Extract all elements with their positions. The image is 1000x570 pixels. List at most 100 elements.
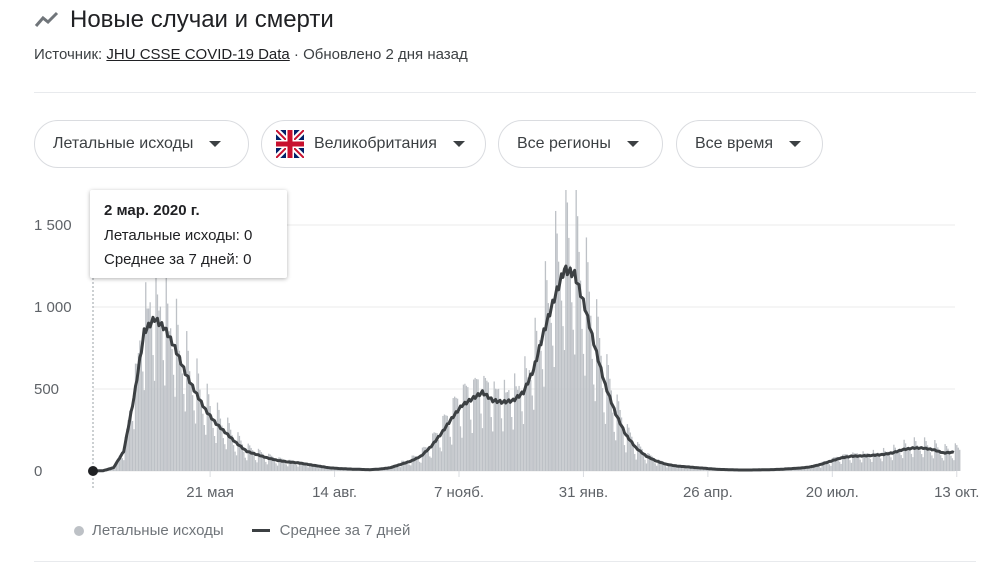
bar-daily-deaths bbox=[143, 390, 145, 471]
bar-daily-deaths bbox=[505, 392, 507, 471]
bar-daily-deaths bbox=[183, 393, 185, 471]
bar-daily-deaths bbox=[208, 394, 210, 471]
bar-daily-deaths bbox=[809, 468, 812, 471]
bar-daily-deaths bbox=[644, 459, 646, 471]
bar-daily-deaths bbox=[259, 450, 261, 471]
deaths-chart[interactable]: 0 500 1 000 1 500 21 мая 14 авг. 7 нояб. 31 янв… bbox=[0, 180, 1000, 510]
bar-daily-deaths bbox=[127, 419, 129, 471]
bar-daily-deaths bbox=[399, 467, 402, 471]
bar-daily-deaths bbox=[221, 425, 223, 471]
bar-daily-deaths bbox=[604, 423, 607, 471]
bar-daily-deaths bbox=[859, 459, 861, 471]
bar-daily-deaths bbox=[950, 455, 952, 471]
bar-daily-deaths bbox=[187, 350, 189, 471]
bar-daily-deaths bbox=[861, 462, 863, 471]
bar-daily-deaths bbox=[284, 461, 286, 471]
bar-daily-deaths bbox=[300, 461, 302, 471]
bar-daily-deaths bbox=[918, 448, 920, 471]
bar-daily-deaths bbox=[897, 449, 899, 471]
tooltip-deaths: Летальные исходы: 0 bbox=[104, 227, 253, 244]
bar-daily-deaths bbox=[247, 443, 249, 471]
bar-daily-deaths bbox=[653, 460, 655, 471]
bar-daily-deaths bbox=[199, 389, 201, 471]
bar-daily-deaths bbox=[571, 302, 573, 471]
caret-down-icon bbox=[209, 141, 222, 147]
bar-daily-deaths bbox=[928, 448, 930, 471]
bar-daily-deaths bbox=[557, 261, 560, 471]
bar-daily-deaths bbox=[212, 427, 214, 471]
bar-daily-deaths bbox=[424, 447, 427, 471]
bar-daily-deaths bbox=[634, 453, 636, 471]
bar-daily-deaths bbox=[405, 461, 407, 471]
bar-daily-deaths bbox=[957, 447, 959, 471]
bar-daily-deaths bbox=[521, 411, 523, 471]
bar-daily-deaths bbox=[478, 395, 481, 471]
bar-daily-deaths bbox=[445, 415, 447, 471]
bar-daily-deaths bbox=[601, 388, 604, 471]
bar-daily-deaths bbox=[210, 415, 213, 471]
bar-daily-deaths bbox=[546, 280, 548, 471]
bar-daily-deaths bbox=[935, 443, 937, 471]
bar-daily-deaths bbox=[574, 354, 576, 471]
bar-daily-deaths bbox=[537, 346, 539, 471]
bar-daily-deaths bbox=[658, 459, 661, 471]
bar-daily-deaths bbox=[304, 464, 306, 471]
bar-daily-deaths bbox=[115, 461, 118, 471]
bar-daily-deaths bbox=[847, 456, 850, 471]
bar-daily-deaths bbox=[123, 460, 125, 471]
bar-daily-deaths bbox=[524, 356, 526, 471]
bar-daily-deaths bbox=[257, 448, 260, 471]
bar-daily-deaths bbox=[224, 444, 226, 471]
bar-daily-deaths bbox=[121, 458, 123, 471]
x-tick-label: 7 нояб. bbox=[434, 484, 484, 501]
bar-daily-deaths bbox=[288, 459, 290, 471]
bar-daily-deaths bbox=[265, 461, 267, 471]
bar-daily-deaths bbox=[448, 425, 450, 471]
bar-daily-deaths bbox=[310, 463, 312, 471]
bar-daily-deaths bbox=[433, 432, 435, 471]
bar-daily-deaths bbox=[500, 418, 503, 471]
bar-daily-deaths bbox=[307, 467, 309, 471]
bar-daily-deaths bbox=[562, 326, 564, 471]
bar-daily-deaths bbox=[402, 460, 405, 471]
bar-daily-deaths bbox=[294, 462, 296, 471]
bar-daily-deaths bbox=[454, 396, 456, 471]
bar-daily-deaths bbox=[534, 317, 536, 471]
bar-daily-deaths bbox=[622, 432, 624, 471]
bar-daily-deaths bbox=[814, 464, 816, 471]
bar-daily-deaths bbox=[559, 283, 561, 471]
bar-daily-deaths bbox=[140, 351, 143, 471]
bar-daily-deaths bbox=[437, 440, 440, 471]
bar-daily-deaths bbox=[502, 431, 504, 471]
bar-daily-deaths bbox=[831, 457, 834, 471]
bar-daily-deaths bbox=[389, 469, 391, 471]
bar-daily-deaths bbox=[436, 433, 438, 471]
trend-icon bbox=[34, 11, 59, 27]
bar-daily-deaths bbox=[418, 461, 421, 471]
y-tick-label: 0 bbox=[34, 463, 42, 480]
source-link[interactable]: JHU CSSE COVID-19 Data bbox=[106, 46, 290, 63]
bar-daily-deaths bbox=[844, 454, 847, 471]
bar-daily-deaths bbox=[158, 310, 160, 471]
bar-daily-deaths bbox=[631, 436, 633, 471]
region-dropdown[interactable]: Все регионы bbox=[498, 120, 663, 168]
bar-daily-deaths bbox=[168, 331, 170, 471]
bar-daily-deaths bbox=[225, 449, 227, 471]
bar-daily-deaths bbox=[945, 446, 948, 471]
country-dropdown[interactable]: Великобритания bbox=[261, 120, 486, 168]
bar-daily-deaths bbox=[458, 411, 460, 471]
bar-daily-deaths bbox=[629, 432, 631, 471]
bar-daily-deaths bbox=[314, 465, 317, 471]
bar-daily-deaths bbox=[200, 402, 203, 471]
bar-daily-deaths bbox=[499, 402, 501, 471]
metric-dropdown[interactable]: Летальные исходы bbox=[34, 120, 249, 168]
bar-daily-deaths bbox=[328, 469, 330, 471]
caret-down-icon bbox=[788, 141, 801, 147]
bar-daily-deaths bbox=[676, 468, 678, 471]
bar-daily-deaths bbox=[169, 328, 172, 471]
bar-daily-deaths bbox=[827, 462, 829, 471]
bar-daily-deaths bbox=[527, 377, 529, 471]
bar-daily-deaths bbox=[568, 237, 570, 471]
time-range-dropdown[interactable]: Все время bbox=[676, 120, 823, 168]
bar-daily-deaths bbox=[853, 453, 855, 471]
